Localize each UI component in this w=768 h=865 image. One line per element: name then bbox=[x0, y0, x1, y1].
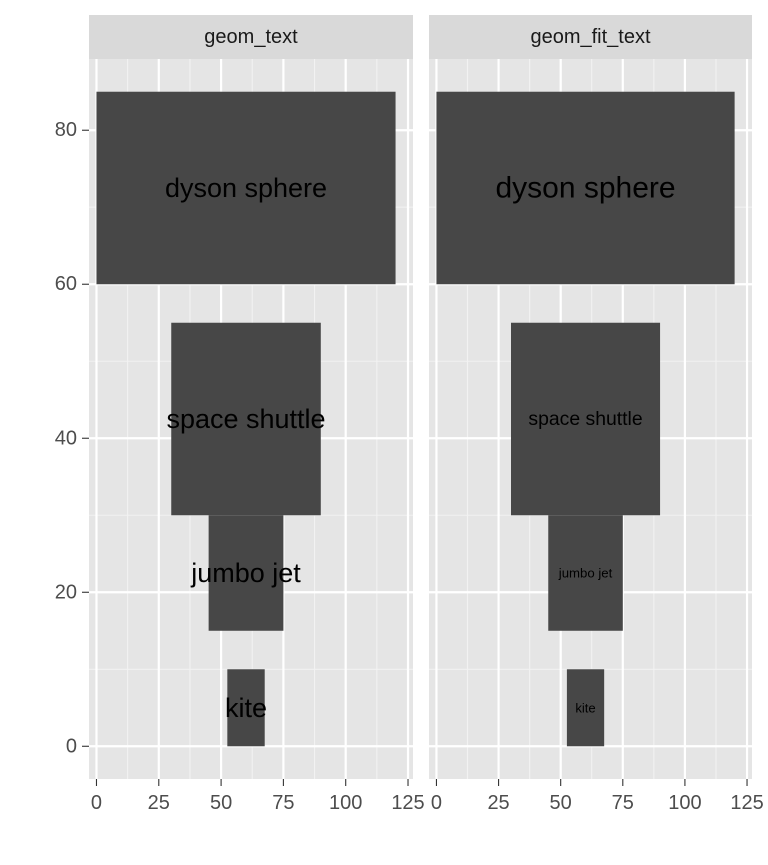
x-tick-label: 75 bbox=[272, 792, 294, 814]
y-tick-label: 20 bbox=[55, 581, 77, 603]
x-tick-label: 25 bbox=[148, 792, 170, 814]
x-tick-label: 25 bbox=[487, 792, 509, 814]
bar-label: jumbo jet bbox=[190, 558, 301, 588]
facet-strip bbox=[89, 15, 413, 59]
bar-label: kite bbox=[225, 693, 267, 723]
bar bbox=[208, 515, 284, 631]
y-tick-label: 40 bbox=[55, 427, 77, 449]
bar-label: dyson sphere bbox=[495, 171, 675, 204]
y-tick-label: 80 bbox=[55, 119, 77, 141]
x-tick-label: 125 bbox=[730, 792, 763, 814]
bar-label: dyson sphere bbox=[165, 173, 327, 203]
x-tick-label: 50 bbox=[210, 792, 232, 814]
x-tick-label: 0 bbox=[431, 792, 442, 814]
bar bbox=[227, 669, 265, 747]
bar bbox=[566, 669, 605, 747]
bar-label: jumbo jet bbox=[558, 566, 613, 581]
bar bbox=[510, 322, 661, 516]
x-tick-label: 125 bbox=[391, 792, 424, 814]
x-tick-label: 100 bbox=[329, 792, 362, 814]
facet-strip bbox=[429, 15, 752, 59]
bar bbox=[548, 515, 623, 631]
bar bbox=[171, 322, 321, 516]
facet-strip-label: geom_fit_text bbox=[530, 26, 651, 48]
x-tick-label: 100 bbox=[668, 792, 701, 814]
bar bbox=[436, 91, 735, 285]
facet-strip-label: geom_text bbox=[204, 26, 298, 48]
y-tick-label: 60 bbox=[55, 273, 77, 295]
bar-label: kite bbox=[575, 700, 595, 715]
x-tick-label: 0 bbox=[91, 792, 102, 814]
bar-label: space shuttle bbox=[166, 404, 325, 434]
bar-label: space shuttle bbox=[528, 408, 642, 430]
y-tick-label: 0 bbox=[66, 735, 77, 757]
x-tick-label: 50 bbox=[550, 792, 572, 814]
x-tick-label: 75 bbox=[612, 792, 634, 814]
bar bbox=[96, 91, 396, 285]
